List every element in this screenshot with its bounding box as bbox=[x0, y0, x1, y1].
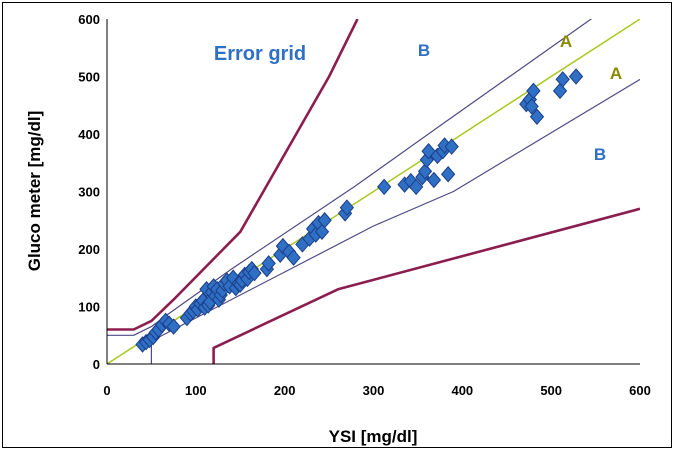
zone-b-upper-line bbox=[107, 19, 359, 331]
annotations: Error grid B A A B bbox=[214, 32, 622, 164]
annotation-label: A bbox=[610, 64, 622, 83]
x-tick-label: 100 bbox=[185, 383, 207, 398]
data-point bbox=[339, 199, 355, 216]
data-point bbox=[568, 68, 584, 85]
data-point bbox=[286, 249, 301, 266]
y-axis-title: Gluco meter [mg/dl] bbox=[25, 111, 44, 272]
data-point bbox=[314, 223, 330, 241]
annotation-label: A bbox=[560, 32, 572, 51]
y-tick-label: 0 bbox=[93, 357, 100, 372]
x-tick-label: 0 bbox=[103, 383, 110, 398]
data-point bbox=[417, 163, 433, 180]
y-tick-label: 600 bbox=[78, 12, 100, 27]
data-point bbox=[529, 108, 545, 126]
data-point bbox=[552, 82, 568, 100]
y-tick-label: 400 bbox=[78, 127, 100, 142]
data-point bbox=[376, 178, 392, 196]
data-point bbox=[555, 71, 570, 88]
x-axis-title: YSI [mg/dl] bbox=[329, 427, 418, 446]
annotation-label: Error grid bbox=[214, 43, 306, 65]
data-point bbox=[444, 138, 459, 155]
data-point bbox=[426, 171, 442, 189]
x-tick-label: 400 bbox=[451, 383, 473, 398]
tick-labels: 0 100 200 300 400 500 600 0 100 200 300 400 500 600 bbox=[78, 12, 651, 398]
axes bbox=[106, 19, 640, 365]
x-tick-label: 600 bbox=[629, 383, 651, 398]
measurement-points bbox=[135, 68, 584, 353]
data-point bbox=[408, 178, 424, 196]
annotation-label: B bbox=[594, 145, 606, 164]
zone-b-lower-line bbox=[212, 207, 640, 364]
data-point bbox=[440, 165, 456, 183]
y-tick-label: 500 bbox=[78, 70, 100, 85]
data-point bbox=[524, 98, 539, 115]
data-point bbox=[317, 211, 332, 229]
data-point bbox=[526, 82, 541, 100]
x-tick-label: 300 bbox=[363, 383, 385, 398]
x-tick-label: 200 bbox=[274, 383, 296, 398]
y-tick-label: 100 bbox=[78, 300, 100, 315]
boundary-lines bbox=[107, 19, 640, 364]
x-tick-label: 500 bbox=[540, 383, 562, 398]
data-point bbox=[166, 318, 181, 335]
data-point bbox=[261, 255, 276, 272]
y-tick-label: 200 bbox=[78, 242, 100, 257]
y-tick-label: 300 bbox=[78, 185, 100, 200]
annotation-label: B bbox=[418, 41, 430, 60]
zone-a-upper-line bbox=[107, 19, 593, 336]
data-point bbox=[247, 264, 262, 282]
